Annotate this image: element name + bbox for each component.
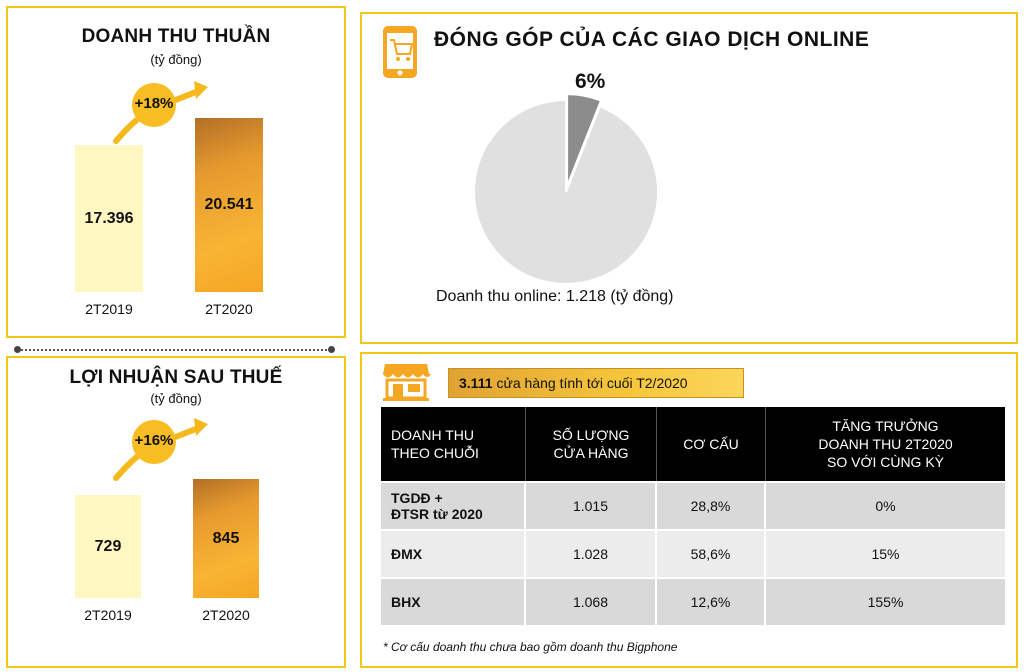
profit-x-label: 2T2019 — [84, 607, 132, 623]
divider-dot-left — [14, 346, 21, 353]
online-title: ĐÓNG GÓP CỦA CÁC GIAO DỊCH ONLINE — [434, 28, 870, 51]
footnote: * Cơ cấu doanh thu chưa bao gồm doanh th… — [383, 640, 678, 654]
profit-growth-label: +16% — [134, 432, 174, 449]
revenue-x-label: 2T2020 — [205, 301, 253, 317]
header-structure: CƠ CẤU — [657, 407, 766, 481]
revenue-growth-badge: +18% — [110, 75, 220, 152]
revenue-growth-label: +18% — [134, 95, 174, 112]
revenue-bar-2t2019: 17.396 — [75, 145, 143, 292]
table-cell-growth: 15% — [766, 529, 1005, 577]
divider-dot-right — [328, 346, 335, 353]
stores-text: cửa hàng tính tới cuối T2/2020 — [496, 375, 688, 391]
table-cell-store-count: 1.015 — [526, 481, 657, 529]
revenue-value-label: 20.541 — [204, 196, 254, 213]
online-pie-chart — [473, 93, 659, 285]
growth-arrow-icon — [113, 418, 208, 481]
revenue-title: DOANH THU THUẦN — [81, 26, 271, 47]
growth-arrow-icon — [113, 81, 208, 144]
revenue-bar-2t2020: 20.541 — [195, 118, 263, 292]
table-cell-growth: 155% — [766, 577, 1005, 625]
mobile-shopping-cart-icon — [381, 24, 421, 85]
table-cell-chain: TGDĐ + ĐTSR từ 2020 — [381, 481, 526, 529]
table-cell-chain: BHX — [381, 577, 526, 625]
online-caption: Doanh thu online: 1.218 (tỷ đồng) — [436, 288, 674, 305]
revenue-panel — [6, 6, 346, 338]
header-growth: TĂNG TRƯỞNG DOANH THU 2T2020 SO VỚI CÙNG… — [766, 407, 1005, 481]
table-row: TGDĐ + ĐTSR từ 2020 1.015 28,8% 0% — [381, 481, 1005, 529]
table-row: ĐMX 1.028 58,6% 15% — [381, 529, 1005, 577]
profit-value-label: 729 — [94, 537, 122, 555]
profit-growth-badge: +16% — [110, 412, 220, 489]
revenue-unit: (tỷ đồng) — [150, 52, 202, 67]
table-cell-chain: ĐMX — [381, 529, 526, 577]
pie-slice-label: 6% — [575, 70, 606, 93]
table-row: BHX 1.068 12,6% 155% — [381, 577, 1005, 625]
profit-panel — [6, 356, 346, 668]
profit-unit: (tỷ đồng) — [150, 391, 202, 406]
pie-slice-online — [566, 93, 603, 187]
header-chain: DOANH THU THEO CHUỖI — [381, 407, 526, 481]
chain-revenue-table: DOANH THU THEO CHUỖI SỐ LƯỢNG CỬA HÀNG C… — [381, 407, 1005, 625]
stores-count-banner: 3.111 cửa hàng tính tới cuối T2/2020 — [448, 368, 744, 398]
table-cell-structure: 28,8% — [657, 481, 766, 529]
online-panel — [360, 12, 1018, 344]
table-cell-structure: 58,6% — [657, 529, 766, 577]
profit-bar-2t2020: 845 — [193, 479, 259, 598]
table-cell-growth: 0% — [766, 481, 1005, 529]
revenue-x-label: 2T2019 — [85, 301, 133, 317]
profit-bar-2t2019: 729 — [75, 495, 141, 598]
profit-x-label: 2T2020 — [202, 607, 250, 623]
storefront-icon — [381, 360, 431, 407]
profit-value-label: 845 — [212, 529, 240, 547]
table-cell-store-count: 1.028 — [526, 529, 657, 577]
revenue-value-label: 17.396 — [84, 209, 134, 227]
divider — [18, 349, 334, 351]
stores-count: 3.111 — [459, 375, 493, 391]
table-header-row: DOANH THU THEO CHUỖI SỐ LƯỢNG CỬA HÀNG C… — [381, 407, 1005, 481]
header-store-count: SỐ LƯỢNG CỬA HÀNG — [526, 407, 657, 481]
table-cell-store-count: 1.068 — [526, 577, 657, 625]
pie-slice-other — [473, 98, 659, 285]
profit-title: LỢI NHUẬN SAU THUẾ — [69, 367, 283, 388]
table-cell-structure: 12,6% — [657, 577, 766, 625]
